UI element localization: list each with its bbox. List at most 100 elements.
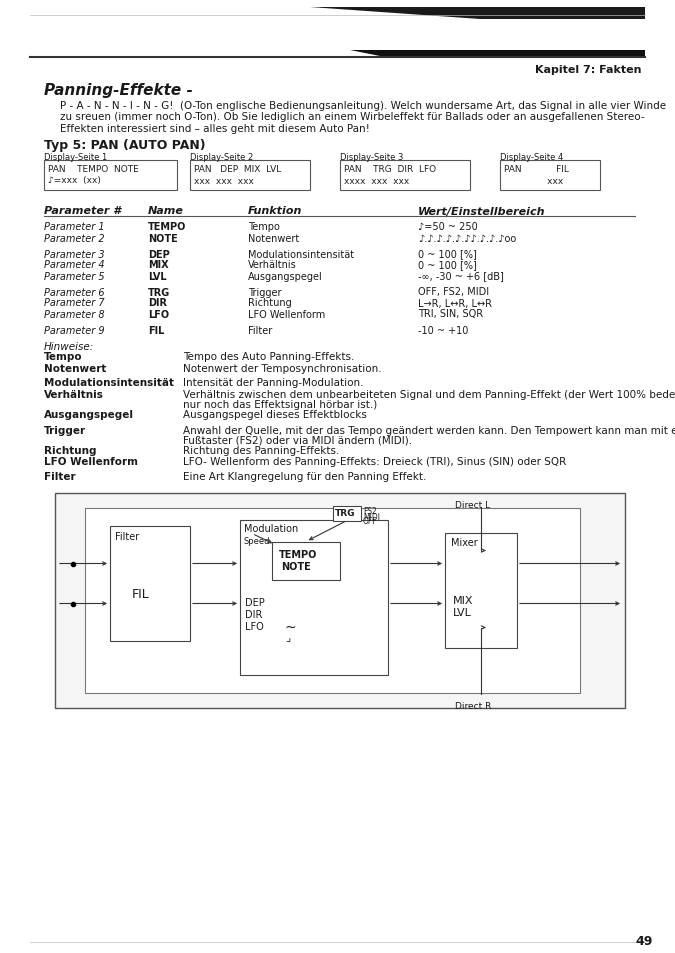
Text: Parameter #: Parameter #	[44, 206, 121, 216]
Text: Direct R: Direct R	[455, 701, 491, 711]
Bar	[340, 160, 470, 191]
Text: NOTE: NOTE	[281, 562, 311, 572]
Text: TEMPO: TEMPO	[148, 222, 186, 233]
Text: Effekten interessiert sind – alles geht mit diesem Auto Pan!: Effekten interessiert sind – alles geht …	[60, 124, 370, 133]
Text: Filter: Filter	[248, 325, 272, 335]
Text: LVL: LVL	[148, 272, 167, 281]
Text: Modulationsintensität: Modulationsintensität	[44, 378, 174, 388]
Text: MIDI: MIDI	[363, 512, 380, 521]
Text: -10 ~ +10: -10 ~ +10	[418, 325, 468, 335]
Text: Mixer: Mixer	[451, 537, 478, 548]
Text: Tempo: Tempo	[44, 352, 82, 362]
Text: FIL: FIL	[132, 588, 150, 601]
Text: Wert/Einstellbereich: Wert/Einstellbereich	[418, 206, 545, 216]
Text: nur noch das Effektsignal hörbar ist.): nur noch das Effektsignal hörbar ist.)	[183, 399, 377, 409]
Text: P - A - N - N - I - N - G!  (O-Ton englische Bedienungsanleitung). Welch wunders: P - A - N - N - I - N - G! (O-Ton englis…	[60, 101, 666, 111]
Text: Modulationsintensität: Modulationsintensität	[248, 250, 354, 259]
Text: Parameter 7: Parameter 7	[44, 298, 105, 308]
Text: DIR: DIR	[245, 610, 263, 619]
Text: Intensität der Panning-Modulation.: Intensität der Panning-Modulation.	[183, 378, 364, 388]
Text: ♪=50 ~ 250: ♪=50 ~ 250	[418, 222, 478, 233]
Text: LFO- Wellenform des Panning-Effekts: Dreieck (TRI), Sinus (SIN) oder SQR: LFO- Wellenform des Panning-Effekts: Dre…	[183, 457, 566, 467]
Text: Verhältnis zwischen dem unbearbeiteten Signal und dem Panning-Effekt (der Wert 1: Verhältnis zwischen dem unbearbeiteten S…	[183, 389, 675, 399]
Bar	[500, 160, 600, 191]
Text: Speed: Speed	[244, 537, 271, 546]
Text: TRG: TRG	[148, 287, 170, 297]
Text: Parameter 1: Parameter 1	[44, 222, 105, 233]
Text: Kapitel 7: Fakten: Kapitel 7: Fakten	[535, 65, 641, 75]
Text: Ausgangspegel dieses Effektblocks: Ausgangspegel dieses Effektblocks	[183, 410, 367, 420]
Text: Fußtaster (FS2) oder via MIDI ändern (MIDI).: Fußtaster (FS2) oder via MIDI ändern (MI…	[183, 435, 412, 445]
Bar	[190, 160, 310, 191]
Bar	[445, 533, 517, 648]
Text: Typ 5: PAN (AUTO PAN): Typ 5: PAN (AUTO PAN)	[44, 139, 206, 152]
Text: Display-Seite 2: Display-Seite 2	[190, 152, 253, 161]
Text: FIL: FIL	[148, 325, 165, 335]
Text: Filter: Filter	[44, 472, 76, 482]
Text: MIX: MIX	[453, 595, 473, 605]
Polygon shape	[350, 51, 645, 59]
Text: Filter: Filter	[115, 531, 139, 541]
Text: Name: Name	[148, 206, 184, 216]
Text: xxx  xxx  xxx: xxx xxx xxx	[194, 176, 254, 185]
Text: Hinweise:: Hinweise:	[44, 342, 94, 352]
Text: Trigger: Trigger	[248, 287, 281, 297]
Text: Funktion: Funktion	[248, 206, 302, 216]
Text: ♪.♪.♪.♪.♪.♪♪.♪.♪.♪oo: ♪.♪.♪.♪.♪.♪♪.♪.♪.♪oo	[418, 233, 516, 243]
Text: Panning-Effekte -: Panning-Effekte -	[44, 83, 193, 98]
Text: Display-Seite 1: Display-Seite 1	[44, 152, 107, 161]
Text: Ausgangspegel: Ausgangspegel	[248, 272, 323, 281]
Text: Parameter 9: Parameter 9	[44, 325, 105, 335]
Text: OFF: OFF	[363, 517, 377, 526]
Text: -∞, -30 ~ +6 [dB]: -∞, -30 ~ +6 [dB]	[418, 272, 504, 281]
Bar	[44, 160, 177, 191]
Text: Direct L: Direct L	[455, 501, 490, 510]
Text: OFF, FS2, MIDI: OFF, FS2, MIDI	[418, 287, 489, 297]
Text: Parameter 3: Parameter 3	[44, 250, 105, 259]
Text: Ausgangspegel: Ausgangspegel	[44, 410, 134, 420]
Text: Richtung des Panning-Effekts.: Richtung des Panning-Effekts.	[183, 446, 340, 456]
Text: PAN   DEP  MIX  LVL: PAN DEP MIX LVL	[194, 165, 281, 174]
Text: Richtung: Richtung	[248, 298, 292, 308]
Text: Parameter 5: Parameter 5	[44, 272, 105, 281]
Text: PAN    TRG  DIR  LFO: PAN TRG DIR LFO	[344, 165, 436, 174]
Bar	[85, 508, 580, 693]
Text: Parameter 4: Parameter 4	[44, 260, 105, 271]
Text: PAN    TEMPO  NOTE: PAN TEMPO NOTE	[48, 165, 139, 174]
Text: PAN            FIL: PAN FIL	[504, 165, 569, 174]
Text: xxx: xxx	[504, 176, 563, 185]
Text: TRI, SIN, SQR: TRI, SIN, SQR	[418, 309, 483, 319]
Text: 0 ~ 100 [%]: 0 ~ 100 [%]	[418, 250, 477, 259]
Text: DEP: DEP	[148, 250, 169, 259]
Text: Notenwert: Notenwert	[248, 233, 299, 243]
Text: Anwahl der Quelle, mit der das Tempo geändert werden kann. Den Tempowert kann ma: Anwahl der Quelle, mit der das Tempo geä…	[183, 425, 675, 435]
Text: Parameter 6: Parameter 6	[44, 287, 105, 297]
Text: ~: ~	[285, 619, 296, 634]
Text: FS2: FS2	[363, 507, 377, 516]
Text: Verhältnis: Verhältnis	[248, 260, 297, 271]
Text: Richtung: Richtung	[44, 446, 97, 456]
Bar	[55, 493, 625, 708]
Text: Tempo des Auto Panning-Effekts.: Tempo des Auto Panning-Effekts.	[183, 352, 354, 362]
Text: DEP: DEP	[245, 598, 265, 608]
Text: zu sreuen (immer noch O-Ton). Ob Sie lediglich an einem Wirbeleffekt für Ballads: zu sreuen (immer noch O-Ton). Ob Sie led…	[60, 112, 645, 122]
Text: Parameter 2: Parameter 2	[44, 233, 105, 243]
Text: Tempo: Tempo	[248, 222, 280, 233]
Bar	[240, 520, 388, 675]
Text: Verhältnis: Verhältnis	[44, 389, 104, 399]
Text: Eine Art Klangregelung für den Panning Effekt.: Eine Art Klangregelung für den Panning E…	[183, 472, 427, 482]
Text: Display-Seite 3: Display-Seite 3	[340, 152, 404, 161]
Text: Modulation: Modulation	[244, 524, 298, 534]
Text: xxxx  xxx  xxx: xxxx xxx xxx	[344, 176, 409, 185]
Text: TRG: TRG	[335, 509, 356, 518]
Text: Parameter 8: Parameter 8	[44, 309, 105, 319]
Text: LFO Wellenform: LFO Wellenform	[248, 309, 325, 319]
Text: LFO: LFO	[148, 309, 169, 319]
Text: NOTE: NOTE	[148, 233, 178, 243]
Bar	[333, 506, 361, 521]
Text: TEMPO: TEMPO	[279, 550, 317, 560]
Text: Notenwert der Temposynchronisation.: Notenwert der Temposynchronisation.	[183, 363, 381, 374]
Polygon shape	[310, 8, 645, 20]
Text: Notenwert: Notenwert	[44, 363, 107, 374]
Text: LVL: LVL	[453, 607, 472, 617]
